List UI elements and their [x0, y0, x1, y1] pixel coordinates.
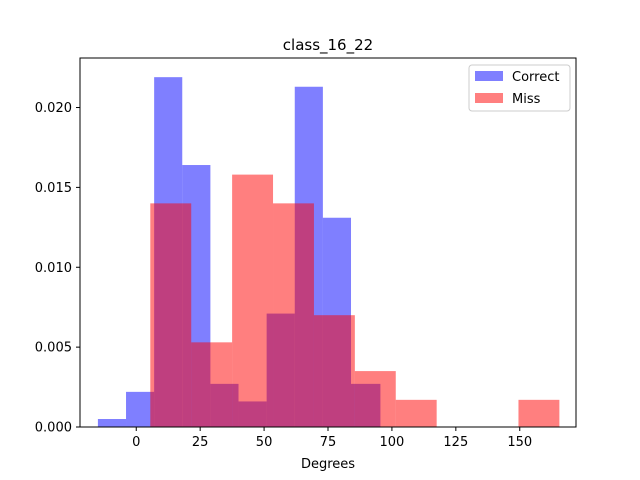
- chart-title: class_16_22: [283, 36, 373, 55]
- bar-miss-0: [150, 203, 192, 427]
- bar-miss-2: [232, 174, 274, 427]
- axes-layer: 0 25 50 75 100 125 150 0.000 0.005 0.010 0.015 0.02…: [35, 57, 577, 450]
- bar-miss-6: [395, 399, 437, 427]
- x-tick-label-6: 150: [507, 435, 532, 450]
- y-tick-label-3: 0.015: [35, 181, 72, 196]
- x-tick-label-2: 50: [256, 435, 273, 450]
- bar-miss-9: [518, 399, 560, 427]
- x-tick-label-4: 100: [380, 435, 405, 450]
- legend-swatch-correct: [475, 71, 503, 81]
- bars-layer: [97, 77, 560, 428]
- legend-label-correct: Correct: [512, 70, 559, 85]
- x-tick-label-0: 0: [132, 435, 140, 450]
- x-axis-label: Degrees: [301, 457, 355, 472]
- bar-miss-4: [313, 315, 355, 427]
- legend-swatch-miss: [475, 93, 503, 103]
- y-tick-label-0: 0.000: [35, 421, 72, 436]
- legend: Correct Miss: [468, 64, 571, 112]
- bar-correct-0: [97, 419, 127, 427]
- x-tick-label-3: 75: [320, 435, 337, 450]
- x-tick-label-5: 125: [443, 435, 468, 450]
- y-tick-label-2: 0.010: [35, 261, 72, 276]
- y-tick-label-4: 0.020: [35, 101, 72, 116]
- legend-label-miss: Miss: [512, 92, 541, 107]
- bar-correct-1: [126, 391, 155, 427]
- x-tick-label-1: 25: [192, 435, 209, 450]
- bar-miss-3: [273, 203, 314, 427]
- bar-miss-1: [191, 342, 233, 427]
- bar-miss-5: [354, 371, 396, 427]
- y-tick-label-1: 0.005: [35, 341, 72, 356]
